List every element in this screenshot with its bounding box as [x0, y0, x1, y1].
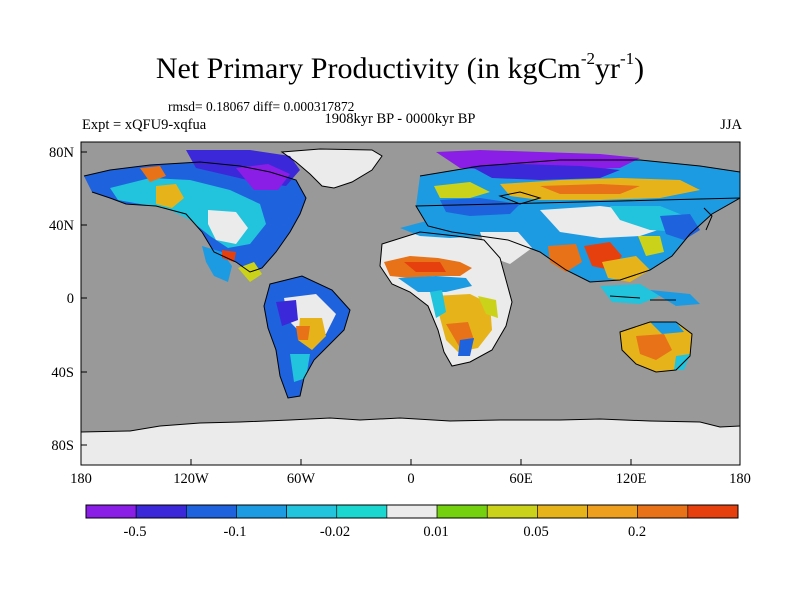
lat-label: 80S — [51, 438, 74, 454]
colorbar-label: 0.05 — [523, 524, 548, 540]
colorbar-swatch — [236, 504, 287, 519]
lon-label: 180 — [70, 471, 92, 487]
colorbar-swatch — [386, 504, 438, 519]
time-period-label: 1908kyr BP - 0000kyr BP — [324, 111, 476, 127]
map-panel — [81, 142, 740, 465]
colorbar: -0.5 -0.1 -0.02 0.01 0.05 0.2 — [85, 504, 739, 540]
coastlines — [81, 148, 740, 433]
lon-label: 120W — [173, 471, 209, 487]
eurasia — [416, 150, 740, 306]
lon-label: 180 — [729, 471, 751, 487]
colorbar-swatch — [135, 504, 187, 519]
lat-label: 0 — [67, 291, 74, 307]
colorbar-swatch — [85, 504, 137, 519]
experiment-label: Expt = xQFU9-xqfua — [82, 117, 207, 133]
lon-label: 60W — [287, 471, 316, 487]
colorbar-label: 0.01 — [423, 524, 448, 540]
south-america — [264, 276, 350, 398]
colorbar-swatch — [286, 504, 338, 519]
colorbar-label: -0.1 — [224, 524, 247, 540]
north-america — [84, 150, 306, 282]
lon-label: 120E — [616, 471, 647, 487]
colorbar-label: -0.5 — [124, 524, 147, 540]
colorbar-swatch — [637, 504, 689, 519]
longitude-axis: 180 120W 60W 0 60E 120E 180 — [70, 459, 751, 487]
lon-label: 0 — [407, 471, 414, 487]
rmsd-diff-stats: rmsd= 0.18067 diff= 0.000317872 — [168, 99, 355, 114]
colorbar-label: -0.02 — [320, 524, 350, 540]
colorbar-frame — [85, 504, 739, 519]
colorbar-label: 0.2 — [628, 524, 646, 540]
colorbar-swatch — [687, 504, 739, 519]
lat-label: 40N — [49, 218, 75, 234]
latitude-axis: 80N 40N 0 40S 80S — [49, 145, 87, 454]
lon-label: 60E — [509, 471, 533, 487]
colorbar-swatch — [186, 504, 237, 519]
season-label: JJA — [720, 117, 742, 133]
chart-title: Net Primary Productivity (in kgCm-2yr-1) — [155, 49, 645, 85]
colorbar-swatch — [587, 504, 638, 519]
antarctica-no-data — [81, 418, 740, 465]
lat-label: 40S — [51, 365, 74, 381]
australia — [620, 322, 692, 372]
colorbar-swatch — [336, 504, 388, 519]
colorbar-swatch — [537, 504, 588, 519]
greenland-no-data — [282, 149, 382, 188]
colorbar-swatch — [486, 504, 538, 519]
colorbar-swatch — [436, 504, 488, 519]
lat-label: 80N — [49, 145, 75, 161]
